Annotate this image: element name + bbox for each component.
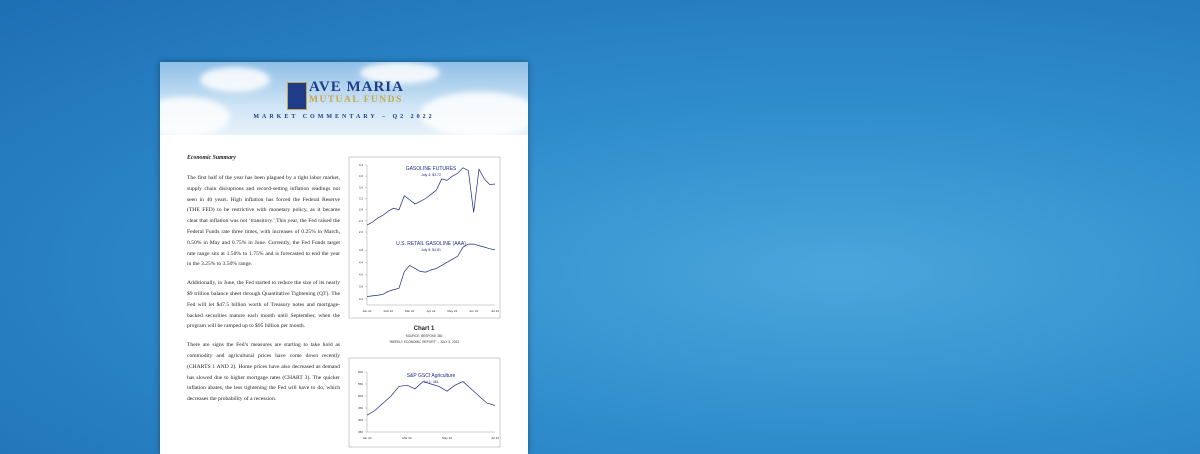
y-tick-label: 3.6	[359, 285, 364, 289]
y-tick-label: 350	[358, 430, 363, 434]
panel-subtitle: Jul 1: 461	[423, 380, 438, 384]
y-tick-label: 4.4	[359, 260, 364, 264]
y-tick-label: 600	[358, 370, 363, 374]
chart-source: SOURCE: BESPOKE 360	[406, 334, 443, 338]
document-page: AVE MARIA MUTUAL FUNDS MARKET COMMENTARY…	[160, 62, 528, 454]
panel-subtitle: July 5: $4.81	[421, 248, 441, 252]
header: AVE MARIA MUTUAL FUNDS MARKET COMMENTARY…	[160, 62, 528, 135]
y-tick-label: 450	[358, 406, 363, 410]
panel-subtitle: July 4: $3.72	[421, 173, 441, 177]
line	[366, 167, 496, 226]
x-tick-label: Jul 22	[491, 309, 499, 313]
x-tick-label: May 22	[442, 436, 452, 440]
x-tick-label: May 22	[447, 309, 457, 313]
cloud	[160, 97, 230, 135]
x-tick-label: Jan 22	[362, 309, 371, 313]
y-tick-label: 4.8	[359, 248, 364, 252]
x-tick-label: Mar 22	[402, 436, 412, 440]
line	[366, 381, 496, 416]
x-tick-label: Feb 22	[384, 309, 394, 313]
y-tick-label: 3.2	[359, 197, 364, 201]
y-tick-label: 2.0	[359, 230, 364, 234]
x-tick-label: Apr 22	[427, 309, 436, 313]
x-tick-label: Jun 22	[469, 309, 478, 313]
logo	[287, 82, 307, 110]
panel-title: U.S. RETAIL GASOLINE (AAA)	[396, 241, 466, 247]
paragraph: The first half of the year has been plag…	[187, 175, 340, 268]
cloud	[200, 67, 270, 92]
panel-title: GASOLINE FUTURES	[406, 166, 457, 172]
body: Economic Summary The first half of the y…	[187, 155, 340, 413]
x-tick-label: Jul 22	[491, 436, 499, 440]
chart-source: “WEEKLY ECONOMIC REPORT” – JULY 5, 2022	[389, 340, 459, 344]
subtitle: MARKET COMMENTARY – Q2 2022	[253, 114, 435, 120]
paragraph: There are signs the Fed’s measures are s…	[187, 342, 340, 403]
chart-caption: Chart 1	[414, 326, 435, 332]
y-tick-label: 2.8	[359, 208, 364, 212]
y-tick-label: 4.4	[359, 163, 364, 167]
brand: AVE MARIA	[309, 79, 404, 95]
y-tick-label: 4.0	[359, 174, 364, 178]
cloud	[360, 62, 440, 84]
chart-frame	[348, 156, 501, 319]
y-tick-label: 550	[358, 382, 363, 386]
brand: MUTUAL FUNDS	[309, 95, 403, 105]
y-tick-label: 400	[358, 418, 363, 422]
x-tick-label: Jan 22	[362, 436, 371, 440]
paragraph: Additionally, in June, the Fed started t…	[187, 280, 340, 330]
y-tick-label: 500	[358, 394, 363, 398]
chart-frame	[348, 357, 501, 448]
y-tick-label: 3.2	[359, 297, 364, 301]
y-tick-label: 2.4	[359, 219, 364, 223]
line	[366, 243, 496, 297]
y-tick-label: 4.0	[359, 273, 364, 277]
charts: Jan 22 Feb 22 Mar 22 Apr 22 May 22 Jun 22 Jul …	[348, 156, 501, 448]
y-tick-label: 3.6	[359, 185, 364, 189]
heading: Economic Summary	[187, 155, 236, 161]
x-tick-label: Mar 22	[405, 309, 415, 313]
panel-title: S&P GSCI Agriculture	[407, 373, 456, 379]
cloud	[420, 92, 528, 135]
